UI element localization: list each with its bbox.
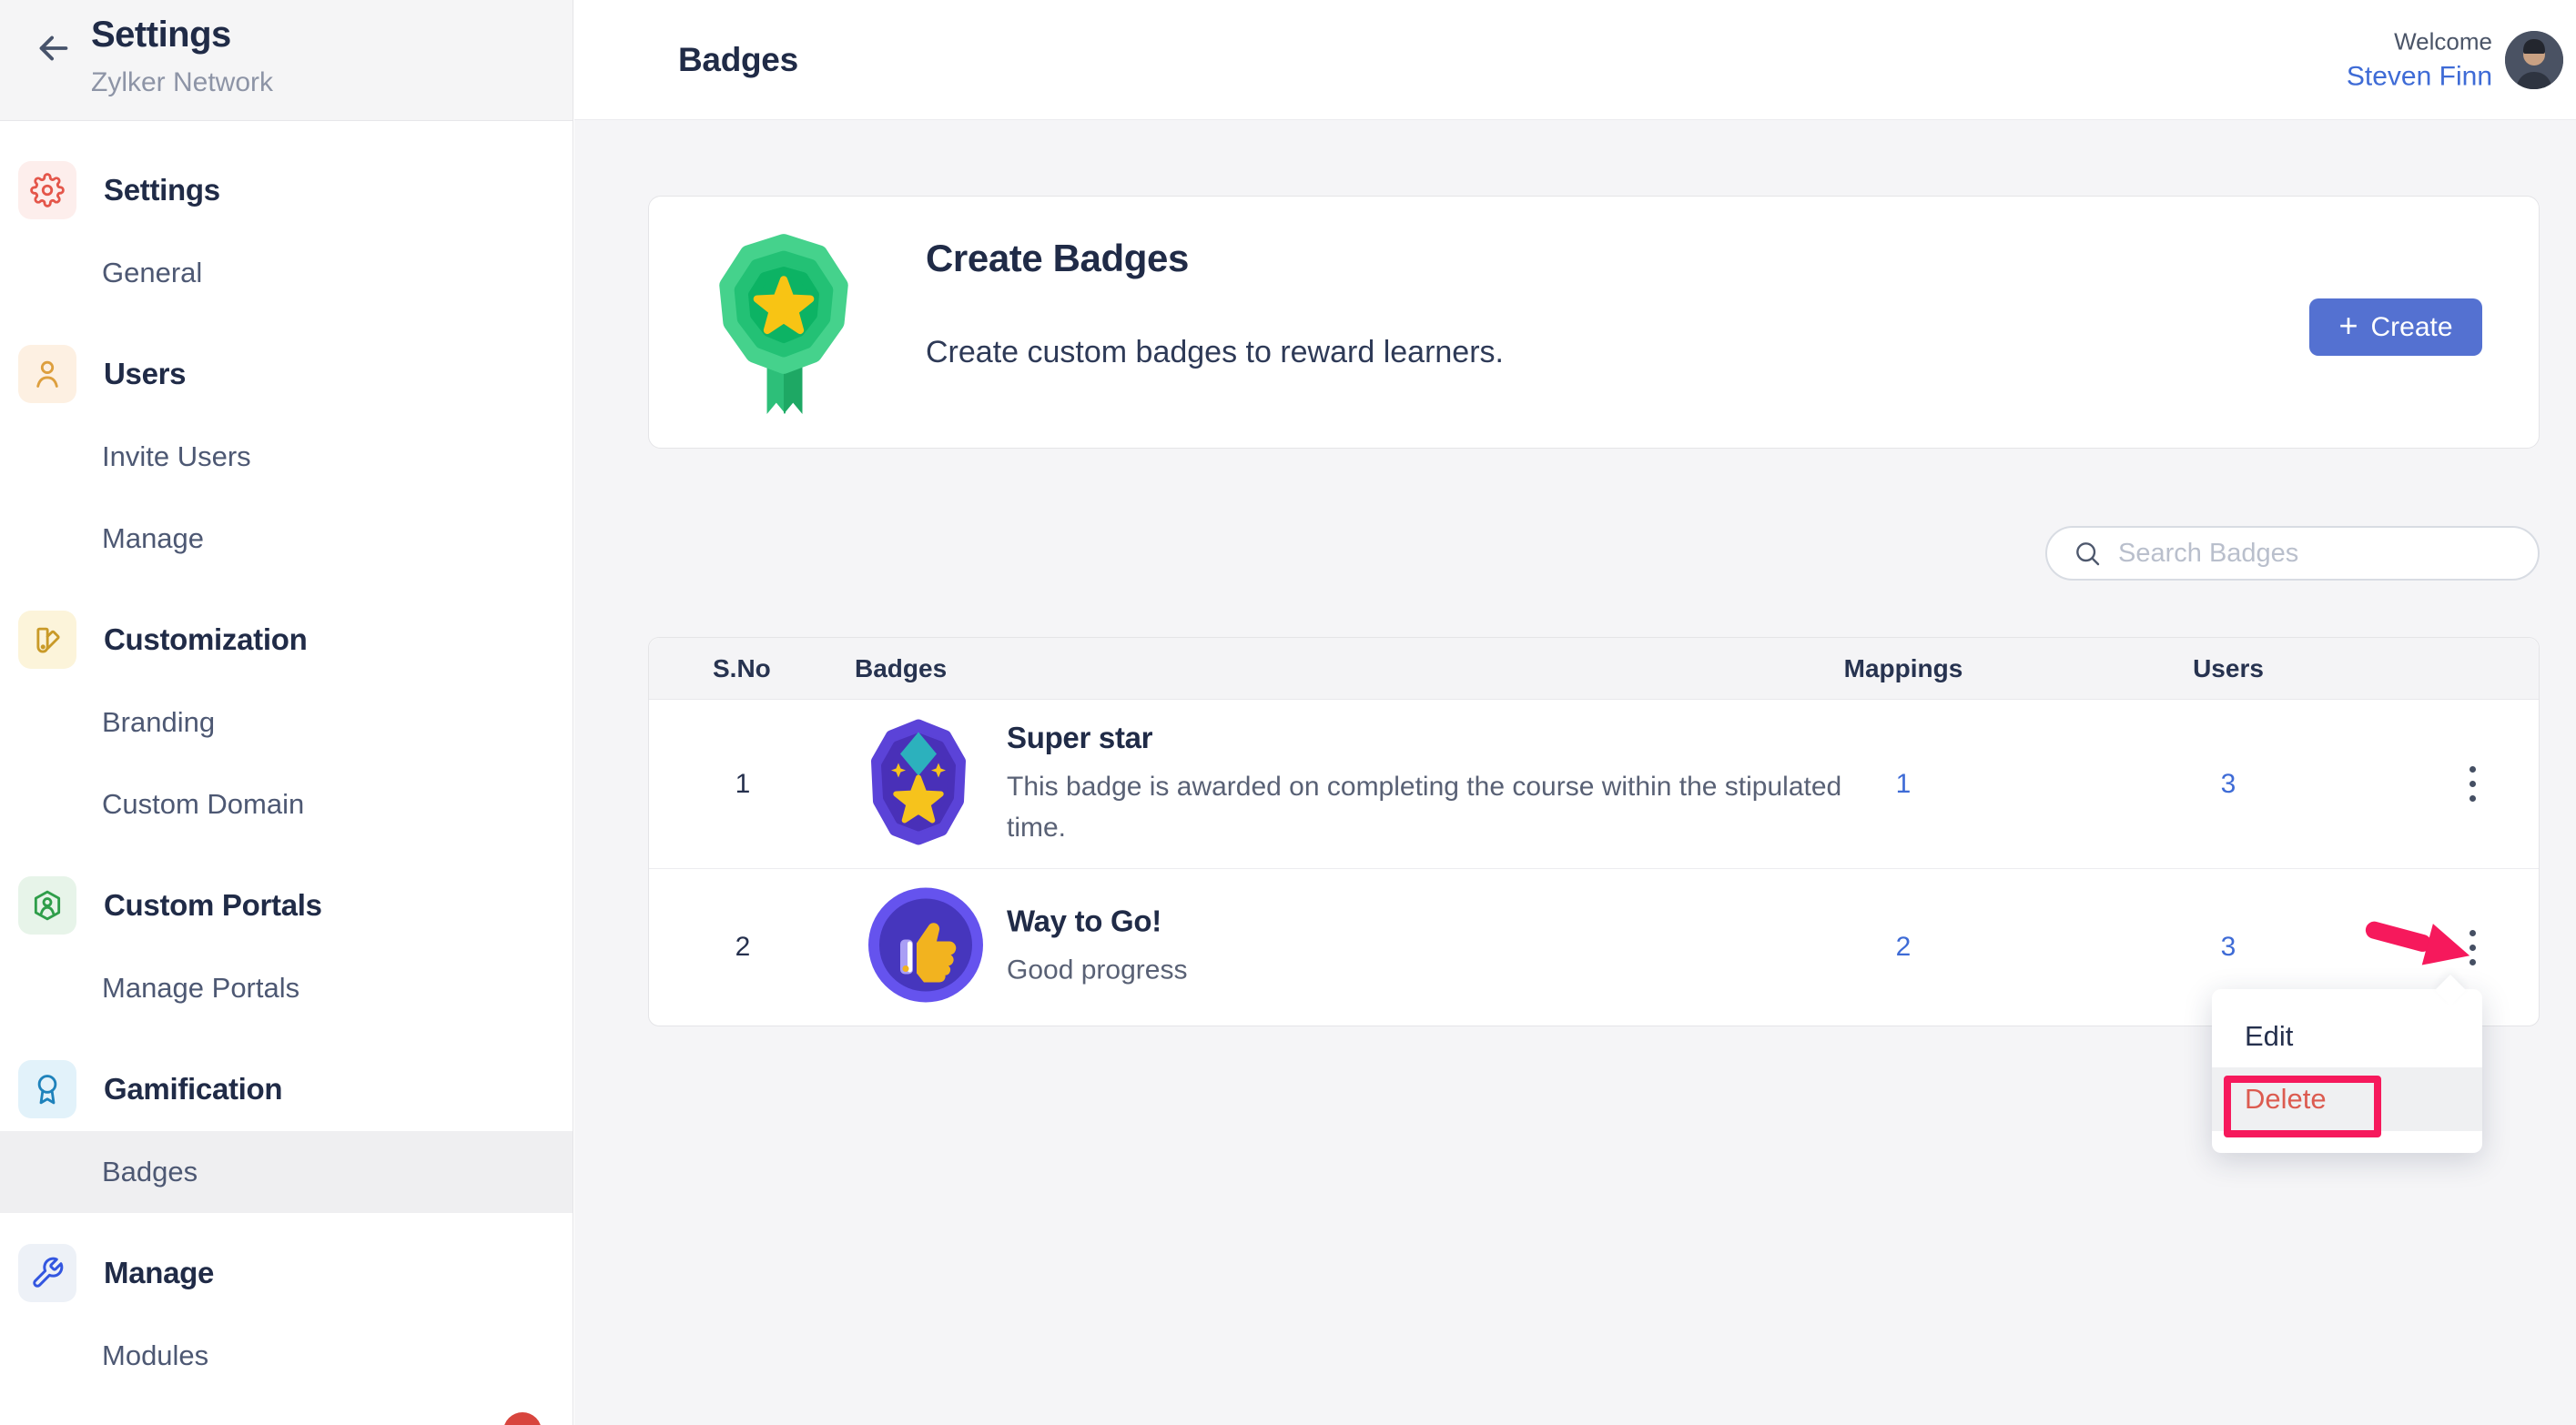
user-avatar[interactable] (2505, 30, 2563, 89)
column-header-sno: S.No (713, 653, 771, 682)
sidebar-item-badges[interactable]: Badges (0, 1131, 573, 1213)
row-number: 1 (735, 768, 751, 799)
page-title: Badges (678, 40, 798, 78)
badge-title: Super star (1007, 720, 1153, 754)
table-row: 2 Way to Go! Good progress 2 (649, 869, 2539, 1026)
create-button-label: Create (2370, 311, 2453, 342)
sidebar-section-customization[interactable]: Customization (0, 598, 573, 682)
search-input[interactable] (2118, 538, 2516, 569)
user-icon (18, 345, 76, 403)
welcome-label: Welcome (2394, 27, 2492, 55)
user-name-link[interactable]: Steven Finn (2346, 61, 2492, 91)
create-badges-title: Create Badges (926, 237, 1189, 279)
column-header-mappings: Mappings (1843, 653, 1963, 682)
badge-title: Way to Go! (1007, 904, 1161, 938)
create-button[interactable]: + Create (2309, 298, 2482, 356)
menu-item-delete[interactable]: Delete (2212, 1067, 2482, 1131)
sidebar-section-label: Gamification (104, 1072, 283, 1106)
sidebar-section-gamification[interactable]: Gamification (0, 1047, 573, 1131)
sidebar-item-manage-users[interactable]: Manage (0, 498, 573, 580)
row-actions-menu: Edit Delete (2212, 975, 2482, 1153)
sidebar-section-label: Settings (104, 173, 220, 207)
sidebar-section-users[interactable]: Users (0, 332, 573, 416)
search-box (2045, 526, 2540, 581)
main-content: Badges Welcome Steven Finn (574, 0, 2576, 1425)
sidebar-section-manage[interactable]: Manage (0, 1231, 573, 1315)
gear-icon (18, 161, 76, 219)
create-badges-card: Create Badges Create custom badges to re… (648, 196, 2540, 449)
thumbs-up-badge-icon (866, 885, 986, 1010)
sidebar-item-label: Manage (102, 522, 205, 554)
sidebar-item-label: Badges (102, 1156, 198, 1188)
table-row: 1 Super star This badge is awarded on co… (649, 700, 2539, 869)
sidebar-item-label: Manage Portals (102, 972, 300, 1004)
notification-dot[interactable] (503, 1412, 542, 1425)
sidebar-nav: Settings General Users Invite Users Mana… (0, 121, 573, 1397)
sidebar-section-custom-portals[interactable]: Custom Portals (0, 864, 573, 947)
sidebar-section-label: Custom Portals (104, 888, 322, 922)
sidebar-title: Settings (91, 15, 231, 55)
mappings-count-link[interactable]: 2 (1895, 932, 1912, 962)
badge-description: This badge is awarded on completing the … (1007, 771, 1842, 843)
award-icon (18, 1060, 76, 1118)
badge-info: Super star This badge is awarded on comp… (1007, 721, 1844, 848)
badges-table: S.No Badges Mappings Users 1 (648, 637, 2540, 1026)
sidebar-item-label: Modules (102, 1339, 209, 1371)
create-badges-subtitle: Create custom badges to reward learners. (926, 335, 1504, 369)
sidebar-item-label: Branding (102, 706, 216, 738)
tools-icon (18, 1244, 76, 1302)
mappings-count-link[interactable]: 1 (1895, 768, 1912, 799)
sidebar-header: Settings Zylker Network (0, 0, 573, 121)
column-header-users: Users (2193, 653, 2264, 682)
sidebar-item-custom-domain[interactable]: Custom Domain (0, 763, 573, 845)
row-actions-kebab-icon[interactable] (2450, 918, 2494, 976)
menu-item-edit[interactable]: Edit (2245, 1020, 2294, 1052)
users-count-link[interactable]: 3 (2220, 932, 2236, 962)
portal-icon (18, 876, 76, 935)
sidebar-section-settings[interactable]: Settings (0, 148, 573, 232)
sidebar-item-manage-portals[interactable]: Manage Portals (0, 947, 573, 1029)
back-arrow-icon[interactable] (33, 27, 75, 69)
welcome-block: Welcome Steven Finn (2347, 27, 2492, 92)
super-star-badge-icon (866, 717, 971, 851)
green-rosette-badge-icon (709, 229, 858, 422)
sidebar-subtitle: Zylker Network (91, 67, 274, 97)
badge-description: Good progress (1007, 955, 1188, 985)
sidebar-section-label: Users (104, 357, 187, 390)
sidebar-item-branding[interactable]: Branding (0, 682, 573, 763)
sidebar: Settings Zylker Network Settings General… (0, 0, 573, 1425)
plus-icon: + (2338, 307, 2358, 344)
column-header-badges: Badges (855, 653, 948, 682)
users-count-link[interactable]: 3 (2220, 768, 2236, 799)
row-actions-kebab-icon[interactable] (2450, 755, 2494, 814)
topbar: Badges Welcome Steven Finn (574, 0, 2576, 120)
table-header: S.No Badges Mappings Users (649, 638, 2539, 700)
search-icon (2076, 542, 2100, 566)
sidebar-item-label: Invite Users (102, 440, 251, 472)
sidebar-item-label: General (102, 257, 203, 288)
sidebar-section-label: Customization (104, 622, 308, 656)
sidebar-section-label: Manage (104, 1256, 215, 1289)
sidebar-item-label: Custom Domain (102, 788, 305, 820)
sidebar-item-modules[interactable]: Modules (0, 1315, 573, 1397)
sidebar-item-invite-users[interactable]: Invite Users (0, 416, 573, 498)
badge-info: Way to Go! Good progress (1007, 905, 1844, 991)
row-number: 2 (735, 932, 751, 962)
sidebar-item-general[interactable]: General (0, 232, 573, 314)
swatch-icon (18, 611, 76, 669)
